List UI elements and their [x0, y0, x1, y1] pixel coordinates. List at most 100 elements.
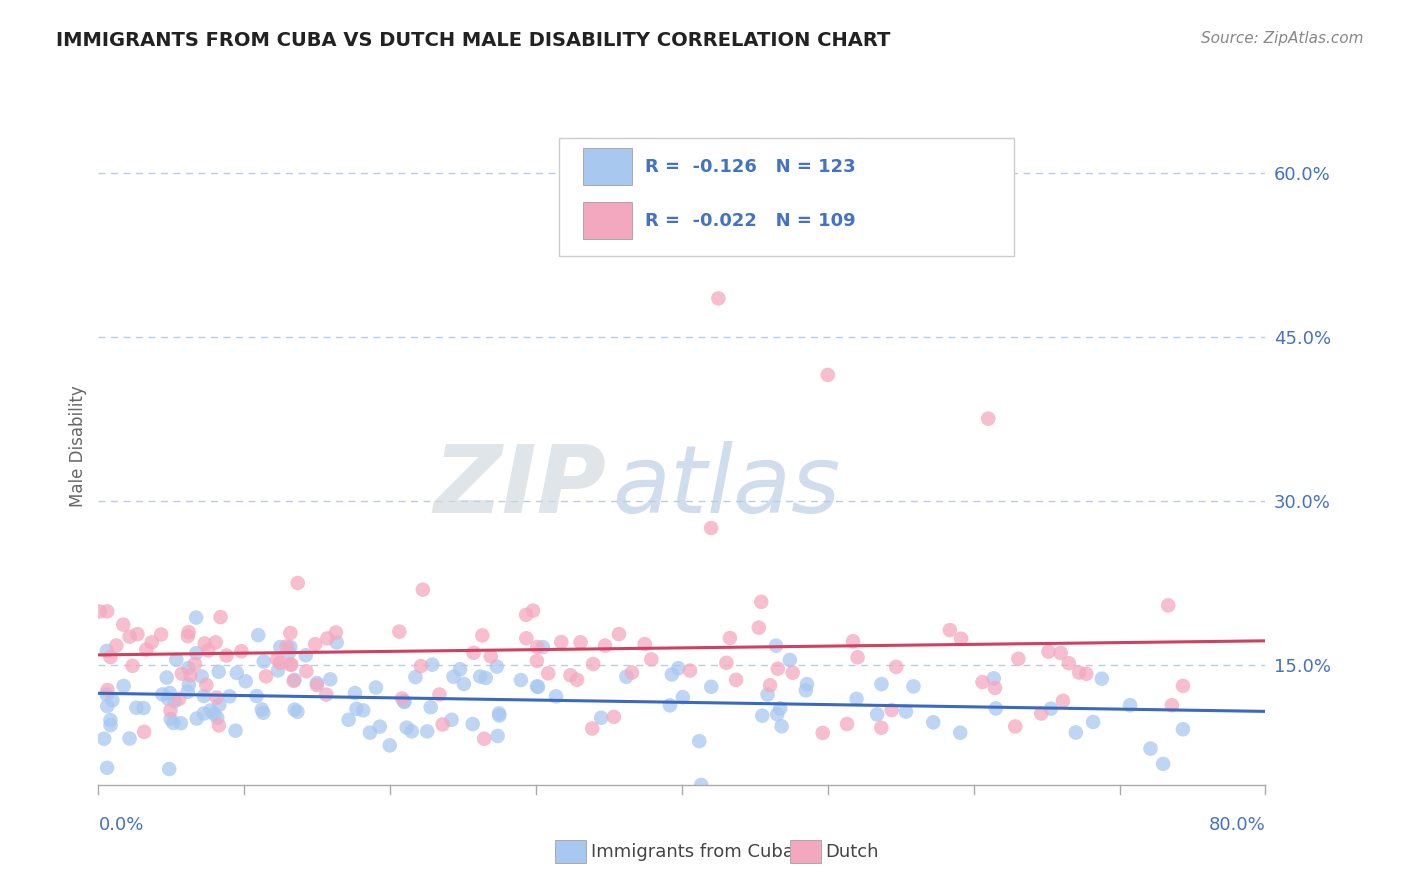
Point	[593, 639, 616, 653]
Point	[811, 726, 834, 740]
Point	[278, 640, 301, 654]
Point	[690, 778, 713, 792]
Point	[346, 702, 368, 716]
Point	[96, 688, 118, 702]
Point	[209, 610, 232, 624]
Point	[218, 690, 240, 704]
Point	[648, 203, 671, 218]
Point	[591, 711, 613, 725]
Point	[770, 719, 793, 733]
Point	[983, 671, 1005, 685]
Point	[409, 659, 432, 673]
Point	[190, 669, 212, 683]
Text: Immigrants from Cuba: Immigrants from Cuba	[591, 843, 793, 861]
Point	[1171, 679, 1194, 693]
Point	[388, 624, 411, 639]
Point	[479, 649, 502, 664]
Point	[352, 703, 374, 717]
Point	[1171, 723, 1194, 737]
Point	[526, 679, 548, 693]
Point	[440, 713, 463, 727]
Point	[977, 411, 1000, 425]
Point	[939, 623, 962, 637]
Point	[316, 632, 339, 646]
Point	[560, 668, 582, 682]
Point	[89, 605, 111, 619]
Point	[449, 662, 471, 676]
Point	[231, 644, 253, 658]
Point	[368, 720, 391, 734]
Point	[429, 688, 451, 702]
Point	[305, 676, 328, 690]
Point	[150, 627, 173, 641]
Point	[378, 739, 401, 753]
Point	[287, 705, 309, 719]
Point	[984, 701, 1007, 715]
Point	[751, 708, 773, 723]
Point	[759, 678, 782, 692]
Point	[463, 646, 485, 660]
Point	[252, 706, 274, 720]
Point	[526, 640, 548, 654]
Point	[193, 689, 215, 703]
Point	[105, 639, 128, 653]
Point	[157, 691, 180, 706]
Point	[565, 673, 588, 687]
Point	[766, 662, 789, 676]
Point	[337, 713, 360, 727]
Point	[162, 715, 184, 730]
Point	[121, 658, 143, 673]
Text: R =  -0.022   N = 109: R = -0.022 N = 109	[644, 212, 855, 230]
Point	[159, 703, 181, 717]
Point	[319, 673, 342, 687]
Point	[193, 706, 215, 721]
Point	[984, 681, 1007, 695]
Point	[269, 656, 291, 670]
Point	[488, 706, 510, 721]
Point	[163, 694, 186, 708]
Point	[658, 698, 681, 713]
Point	[461, 717, 484, 731]
Point	[748, 621, 770, 635]
Point	[846, 650, 869, 665]
Point	[325, 635, 347, 649]
Point	[550, 635, 572, 649]
Point	[1091, 672, 1114, 686]
Point	[159, 712, 181, 726]
Point	[640, 652, 662, 666]
Point	[1152, 756, 1174, 771]
Point	[419, 700, 441, 714]
Point	[544, 690, 567, 704]
Point	[167, 691, 190, 706]
Point	[522, 604, 544, 618]
Point	[269, 640, 291, 654]
Point	[177, 661, 200, 675]
Point	[165, 653, 187, 667]
Point	[835, 717, 858, 731]
Point	[96, 604, 118, 618]
Point	[284, 703, 307, 717]
Point	[283, 673, 305, 687]
Point	[1064, 725, 1087, 739]
Point	[96, 699, 118, 714]
Point	[474, 671, 496, 685]
Point	[672, 690, 695, 705]
Point	[470, 669, 492, 683]
Point	[718, 631, 741, 645]
Point	[679, 664, 702, 678]
Point	[485, 659, 508, 673]
Point	[796, 677, 818, 691]
Point	[254, 669, 277, 683]
Point	[1076, 666, 1098, 681]
Point	[395, 721, 418, 735]
Point	[569, 635, 592, 649]
Point	[794, 683, 817, 698]
Point	[515, 632, 537, 646]
Point	[1039, 701, 1062, 715]
Point	[870, 677, 893, 691]
Point	[170, 666, 193, 681]
Point	[157, 762, 180, 776]
Point	[177, 629, 200, 643]
Point	[707, 292, 730, 306]
Point	[208, 698, 231, 712]
